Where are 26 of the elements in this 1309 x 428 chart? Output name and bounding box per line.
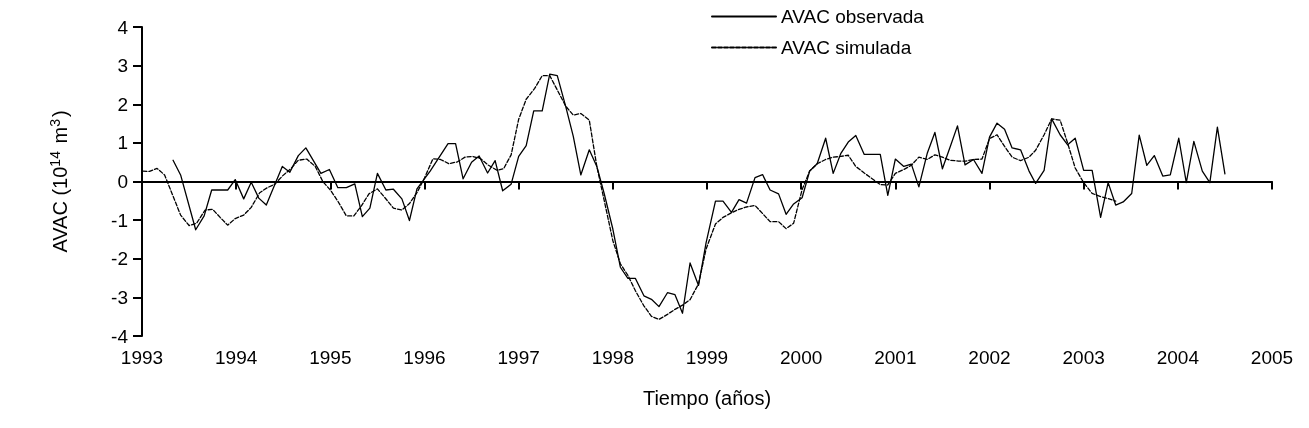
legend-label: AVAC observada <box>781 6 925 27</box>
x-tick-label: 2000 <box>780 347 823 368</box>
y-tick-label: 0 <box>117 171 128 192</box>
x-tick-label: 2005 <box>1250 347 1294 368</box>
legend-label: AVAC simulada <box>781 37 912 58</box>
y-tick-label: -2 <box>111 248 128 270</box>
y-axis-title: AVAC (1014 m3) <box>47 110 71 253</box>
y-tick-label: 2 <box>117 93 128 115</box>
x-tick-label: 1993 <box>120 347 164 368</box>
x-tick-label: 2004 <box>1156 347 1200 368</box>
x-tick-label: 1997 <box>497 347 540 368</box>
x-tick-label: 1999 <box>685 347 729 368</box>
x-tick-label: 2001 <box>874 347 917 368</box>
y-tick-label: -1 <box>111 209 128 231</box>
y-tick-label: 3 <box>117 55 128 77</box>
x-tick-label: 2003 <box>1062 347 1105 368</box>
x-tick-label: 1996 <box>403 347 446 368</box>
y-tick-label: 4 <box>117 16 129 38</box>
y-tick-label: -3 <box>111 286 128 308</box>
x-tick-label: 2002 <box>968 347 1011 368</box>
x-tick-label: 1998 <box>591 347 634 368</box>
x-axis-title: Tiempo (años) <box>642 387 772 409</box>
y-tick-label: -4 <box>111 325 129 347</box>
x-tick-label: 1994 <box>215 347 258 368</box>
x-tick-label: 1995 <box>309 347 352 368</box>
y-tick-label: 1 <box>117 132 128 154</box>
